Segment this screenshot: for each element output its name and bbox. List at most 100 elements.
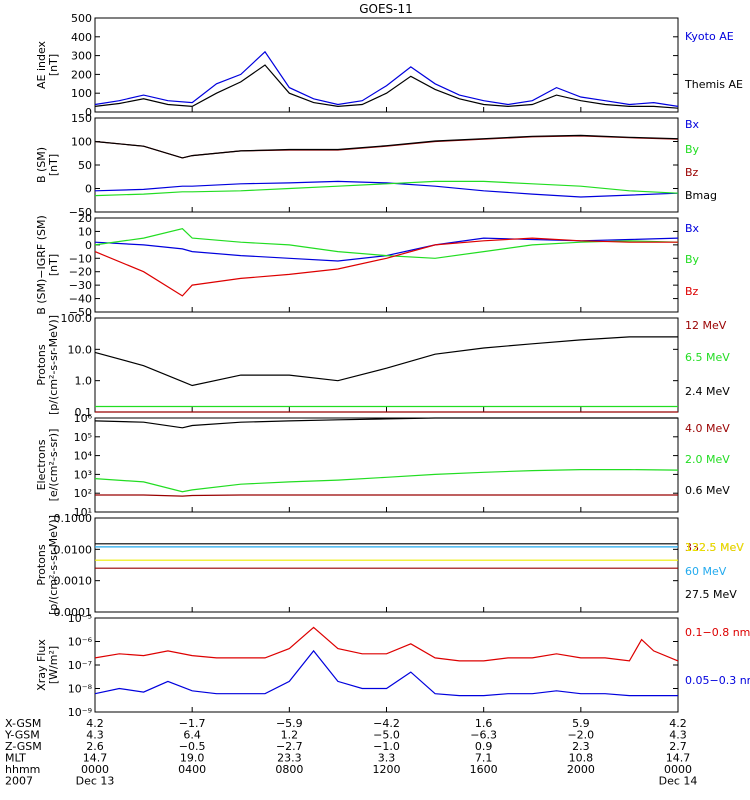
series-bsm-1: [94, 180, 679, 197]
ytick-label: 100.0: [61, 312, 93, 325]
panel-bsm: −50 0 50 100 150 B (SM)[nT] Bx By Bz Bmag: [35, 112, 717, 219]
legend-electrons-0: 4.0 MeV: [685, 422, 730, 435]
ephemeris-value: 0800: [275, 763, 303, 776]
series-bdiff-1: [94, 228, 679, 259]
legend-xray-0: 0.1−0.8 nm: [685, 626, 750, 639]
ylabel-line: [W/m²]: [47, 646, 60, 684]
ylabel-line: B (SM): [35, 147, 48, 183]
series-electrons-2: [94, 417, 678, 429]
ephemeris-value: 2.3: [572, 740, 590, 753]
ytick-label: 0: [85, 183, 92, 196]
ephemeris-value: 4.3: [669, 729, 687, 742]
legend-bsm-2: Bz: [685, 166, 699, 179]
ytick-label: 0: [85, 239, 92, 252]
legend-bsm-0: Bx: [685, 118, 700, 131]
ephemeris-value: 10.8: [569, 752, 594, 765]
ylabel-line: B (SM)−IGRF (SM): [35, 215, 48, 315]
panel-xray: 10⁻⁹ 10⁻⁸ 10⁻⁷ 10⁻⁶ 10⁻⁵ Xray Flux[W/m²] 0.1−0…: [35, 612, 750, 719]
ylabel-line: [nT]: [47, 254, 60, 276]
legend-bdiff-2: Bz: [685, 285, 699, 298]
ytick-label: −50: [69, 206, 92, 219]
ephemeris-value: 6.4: [183, 729, 201, 742]
panel-protons1: 0.1 1.0 10.0 100.0Protons[p/(cm²-s-sr-MeV)]…: [35, 312, 730, 419]
ephemeris-row-label: hhmm: [5, 763, 40, 776]
ytick-label: 0.0010: [54, 575, 93, 588]
ytick-label: 0.1: [75, 406, 93, 419]
ylabel-line: [p/(cm²-s-sr-MeV)]: [47, 315, 60, 415]
ephemeris-value: −6.3: [470, 729, 497, 742]
ephemeris-value: 14.7: [666, 752, 691, 765]
ytick-label: 10²: [74, 487, 92, 500]
ytick-label: 10.0: [68, 343, 93, 356]
ephemeris-value: 2.7: [669, 740, 687, 753]
panel-protons2: 0.00010.00100.01000.1000Protons[p/(cm²-s…: [35, 512, 744, 619]
legend-protons1-1: 6.5 MeV: [685, 351, 730, 364]
ylabel: B (SM)[nT]: [35, 147, 60, 183]
series-ae-0: [94, 50, 679, 107]
series-protons1-2: [94, 336, 678, 387]
ephemeris-value: 4.2: [669, 717, 687, 730]
legend-bsm-3: Bmag: [685, 189, 717, 202]
ephemeris-value: 0400: [178, 763, 206, 776]
ephemeris-value: 1.2: [281, 729, 299, 742]
panel-frame: [94, 117, 679, 213]
legend-xray-1: 0.05−0.3 nm: [685, 674, 750, 687]
ylabel: B (SM)−IGRF (SM)[nT]: [35, 215, 60, 315]
series-bsm-3: [94, 134, 679, 159]
ephemeris-value: −5.0: [373, 729, 400, 742]
panel-frame: [94, 317, 679, 413]
ephemeris-value: −4.2: [373, 717, 400, 730]
ytick-label: 300: [71, 50, 92, 63]
ephemeris-value: Dec 13: [76, 775, 115, 788]
ytick-label: 10³: [74, 468, 92, 481]
ephemeris-value: 2.6: [86, 740, 104, 753]
ytick-label: 10⁴: [74, 450, 93, 463]
ephemeris-value: 1600: [470, 763, 498, 776]
series-bsm-0: [94, 180, 679, 198]
ytick-label: 0.0100: [54, 543, 93, 556]
ytick-label: 100: [71, 136, 92, 149]
legend-protons2-1: 122.5 MeV: [685, 541, 744, 554]
legend-bdiff-0: Bx: [685, 222, 700, 235]
ytick-label: 50: [78, 159, 92, 172]
ephemeris-value: 1.6: [475, 717, 493, 730]
series-bsm-2: [94, 135, 679, 159]
legend-bdiff-1: By: [685, 253, 700, 266]
panel-frame: [94, 617, 679, 713]
ephemeris-row-label: MLT: [5, 752, 26, 765]
ephemeris-row-label: Z-GSM: [5, 740, 42, 753]
ylabel-line: [e/(cm²-s-sr)]: [47, 429, 60, 502]
legend-protons1-2: 2.4 MeV: [685, 385, 730, 398]
legend-electrons-1: 2.0 MeV: [685, 453, 730, 466]
ephemeris-value: −5.9: [276, 717, 303, 730]
ephemeris-value: −0.5: [179, 740, 206, 753]
series-electrons-1: [94, 469, 679, 493]
ytick-label: 1.0: [75, 375, 93, 388]
ephemeris-value: 3.3: [378, 752, 396, 765]
ephemeris-value: 5.9: [572, 717, 590, 730]
legend-protons1-0: 12 MeV: [685, 319, 727, 332]
panel-ae: 0 100 200 300 400 500 AE index[nT] Kyoto AE Them…: [35, 12, 743, 119]
ylabel-line: [nT]: [47, 154, 60, 176]
ephemeris-value: 4.2: [86, 717, 104, 730]
ytick-label: 100: [71, 87, 92, 100]
ylabel-line: Protons: [35, 544, 48, 585]
ephemeris-table: X-GSM 4.2 −1.7 −5.9 −4.2 1.6 5.9 4.2 Y-GSM 4.3 6.4…: [4, 717, 697, 788]
ylabel: Electrons[e/(cm²-s-sr)]: [35, 429, 60, 502]
ytick-label: 500: [71, 12, 92, 25]
ephemeris-value: 1200: [373, 763, 401, 776]
ytick-label: 400: [71, 31, 92, 44]
ytick-label: 10⁻⁶: [68, 636, 93, 649]
legend-protons2-2: 60 MeV: [685, 565, 727, 578]
ylabel: Protons[p/(cm²-s-sr-MeV)]: [35, 315, 60, 415]
ytick-label: 10¹: [74, 506, 92, 519]
ytick-label: 200: [71, 68, 92, 81]
ephemeris-value: Dec 14: [659, 775, 698, 788]
ephemeris-value: −1.0: [373, 740, 400, 753]
ephemeris-row-label: 2007: [5, 775, 33, 788]
ylabel-line: Xray Flux: [35, 639, 48, 691]
ytick-label: −20: [69, 266, 92, 279]
series-electrons-0: [95, 494, 678, 497]
ephemeris-value: 7.1: [475, 752, 493, 765]
